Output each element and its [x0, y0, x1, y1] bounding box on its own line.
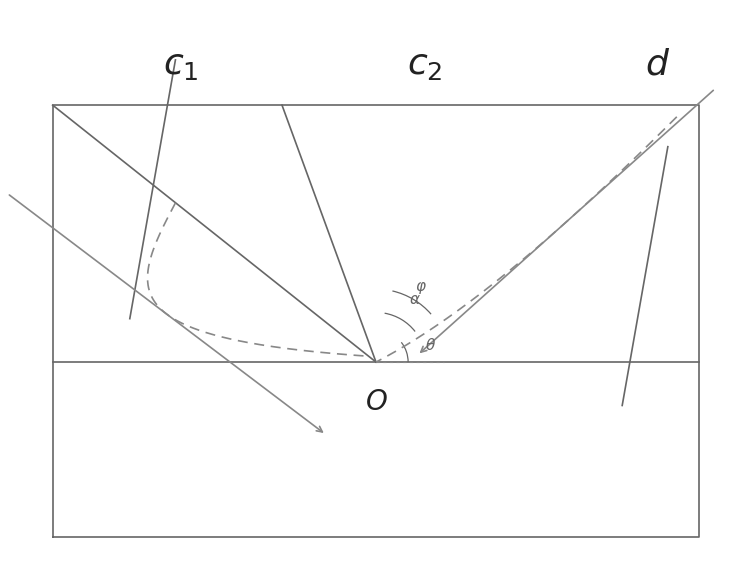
Text: $\alpha$: $\alpha$ — [409, 293, 421, 307]
Text: $c_2$: $c_2$ — [407, 48, 443, 82]
Text: $c_1$: $c_1$ — [162, 48, 199, 82]
Text: $O$: $O$ — [365, 390, 387, 416]
Text: $\varphi$: $\varphi$ — [415, 280, 427, 296]
Text: $d$: $d$ — [645, 48, 671, 82]
Text: $\theta$: $\theta$ — [425, 338, 435, 353]
